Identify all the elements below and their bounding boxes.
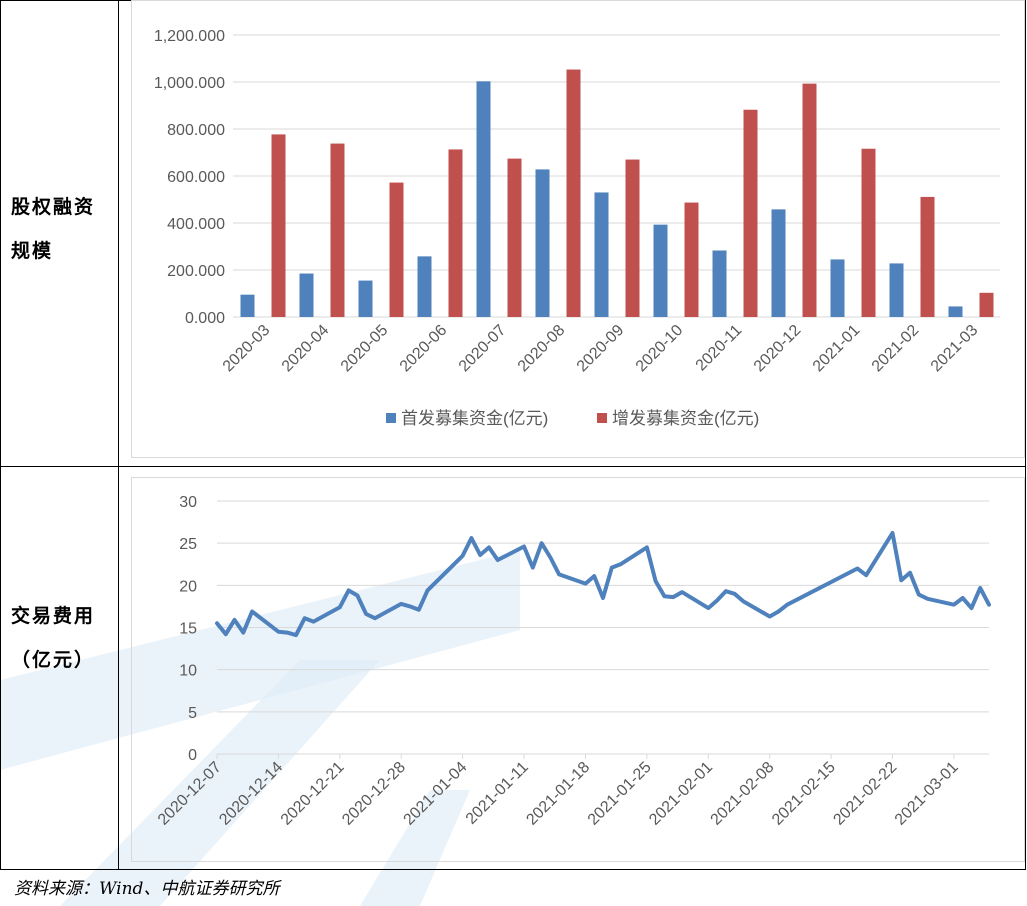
bar-ipo (240, 294, 255, 317)
bar-ipo (830, 259, 845, 317)
bar-spo (448, 149, 463, 317)
x-tick-label: 2020-12-28 (339, 759, 409, 829)
series-line-fee (215, 531, 991, 638)
x-tick-label: 2021-02-08 (708, 759, 778, 829)
bar-ipo (889, 263, 904, 317)
bar-spo (743, 109, 758, 317)
bar-ipo (299, 273, 314, 317)
x-tick-label: 2021-01 (810, 322, 864, 376)
y-tick-label: 200.000 (167, 263, 225, 280)
bar-ipo (712, 250, 727, 317)
x-tick-label: 2020-05 (338, 322, 392, 376)
bar-spo (802, 83, 817, 318)
x-tick-label: 2020-12-21 (278, 759, 348, 829)
x-tick-label: 2020-11 (693, 322, 746, 375)
bar-ipo (476, 81, 491, 317)
bar-spo (507, 158, 522, 317)
x-tick-label: 2021-02 (869, 322, 923, 376)
x-tick-label: 2020-09 (574, 322, 628, 376)
x-tick-label: 2021-03 (928, 322, 982, 376)
x-tick-label: 2021-03-01 (892, 759, 962, 829)
x-tick-label: 2021-01-25 (585, 759, 655, 829)
line-chart: 0510152025302020-12-072020-12-142020-12-… (155, 494, 991, 829)
x-tick-label: 2020-04 (279, 322, 333, 376)
bar-ipo (948, 306, 963, 317)
x-tick-label: 2021-02-01 (646, 759, 716, 829)
bar-spo (979, 292, 994, 317)
y-tick-label: 600.000 (167, 169, 225, 186)
x-tick-label: 2021-01-11 (463, 759, 532, 828)
line-chart-frame: 0 5 10 15 20 25 30 2020-12-07 2020-12-14 2020-12-… (131, 477, 1025, 862)
y-tick-label: 1,200.000 (154, 28, 225, 45)
bar-ipo (594, 192, 609, 317)
row-label-equity-line2: 规模 (11, 239, 54, 262)
x-tick-label: 2021-01-04 (401, 759, 471, 829)
x-tick-label: 2020-06 (397, 322, 451, 376)
row-label-fee-line1: 交易费用 (11, 605, 96, 627)
legend-label-spo: 增发募集资金(亿元) (612, 409, 759, 428)
x-tick-label: 2021-02-15 (769, 759, 839, 829)
y-tick-label: 800.000 (167, 122, 225, 139)
legend-swatch-spo (597, 413, 607, 423)
source-note: 资料来源：Wind、中航证券研究所 (14, 879, 280, 899)
bar-spo (861, 148, 876, 317)
row-label-cell-fee: 交易费用 （亿元） (0, 466, 119, 870)
bar-spo (330, 143, 345, 317)
row-label-equity-line1: 股权融资 (11, 195, 96, 218)
bar-chart-frame: 0.000 200.000 400.000 600.000 800.000 1,000.0… (131, 0, 1025, 458)
legend-swatch-ipo (386, 413, 396, 423)
y-tick-label: 20 (179, 578, 197, 595)
x-tick-label: 2020-03 (220, 322, 274, 376)
row-label-cell-equity: 股权融资 规模 (0, 0, 119, 467)
bar-spo (684, 202, 699, 317)
bar-ipo (535, 169, 550, 317)
bar-chart: 0.000 200.000 400.000 600.000 800.000 1,000.0… (154, 28, 1000, 428)
bar-ipo (417, 256, 432, 317)
legend-label-ipo: 首发募集资金(亿元) (401, 409, 548, 428)
bar-ipo (771, 209, 786, 317)
bar-ipo (358, 280, 373, 317)
bar-spo (920, 196, 935, 317)
y-tick-label: 25 (179, 536, 197, 553)
y-tick-label: 5 (188, 705, 197, 722)
x-tick-label: 2020-08 (515, 322, 569, 376)
y-tick-label: 1,000.000 (154, 75, 225, 92)
bar-spo (625, 159, 640, 317)
y-tick-label: 0 (188, 747, 197, 764)
x-tick-label: 2021-01-18 (523, 759, 593, 829)
y-tick-label: 15 (179, 621, 197, 638)
bar-spo (389, 182, 404, 317)
x-tick-label: 2020-12 (751, 322, 805, 376)
y-tick-label: 10 (179, 663, 197, 680)
bar-ipo (653, 224, 668, 317)
x-tick-label: 2020-10 (633, 322, 687, 376)
chart-cell-fee (118, 466, 1026, 870)
x-tick-label: 2021-02-22 (830, 759, 900, 829)
row-label-fee-line2: （亿元） (11, 649, 96, 671)
y-tick-label: 0.000 (185, 310, 225, 327)
x-tick-label: 2020-07 (456, 322, 510, 376)
y-tick-label: 30 (179, 494, 197, 511)
x-tick-label: 2020-12-07 (155, 759, 225, 829)
y-tick-label: 400.000 (167, 216, 225, 233)
x-tick-label: 2020-12-14 (216, 759, 286, 829)
bar-spo (271, 134, 286, 317)
bar-spo (566, 69, 581, 317)
